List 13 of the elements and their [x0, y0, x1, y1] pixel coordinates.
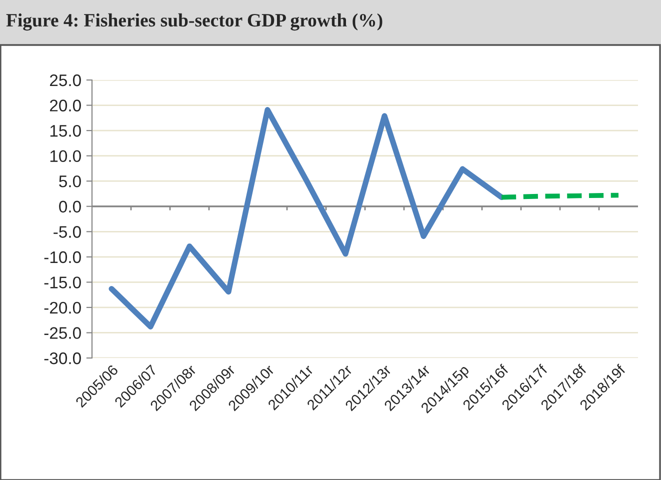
y-tick-label: 0.0	[59, 200, 81, 213]
y-tick-label: -30.0	[44, 352, 81, 364]
y-tick-label: 15.0	[50, 124, 81, 137]
y-tick-label: 20.0	[50, 100, 81, 112]
y-tick-label: 25.0	[50, 74, 81, 86]
y-tick-label: -25.0	[44, 327, 81, 339]
y-tick-label: -5.0	[54, 226, 81, 238]
y-tick-label: -20.0	[44, 302, 81, 314]
chart-title: Figure 4: Fisheries sub-sector GDP growth (%)	[6, 13, 382, 31]
y-tick-label: -15.0	[44, 276, 81, 288]
y-tick-label: -10.0	[44, 251, 81, 264]
y-tick-label: 10.0	[50, 150, 81, 162]
y-tick-label: 5.0	[59, 175, 81, 188]
